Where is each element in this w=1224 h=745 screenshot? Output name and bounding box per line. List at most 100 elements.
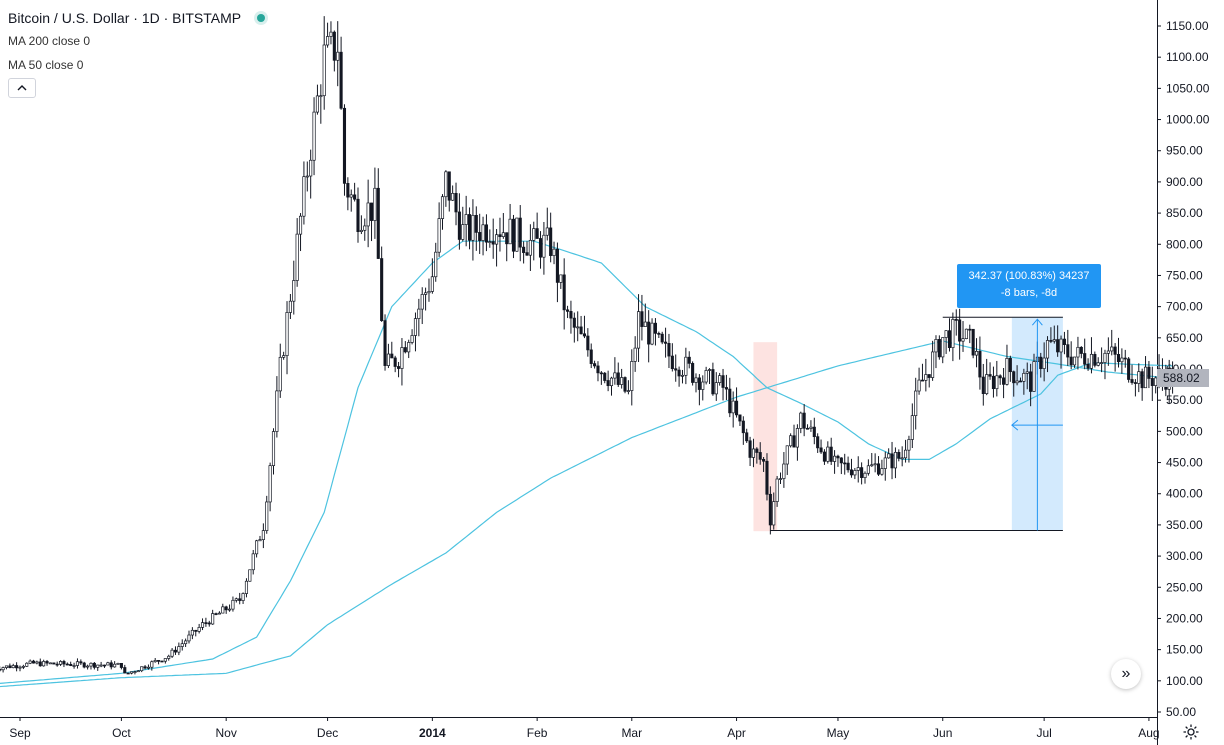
- candle-body: [376, 187, 380, 259]
- candle-body: [126, 672, 130, 675]
- price-tick-label: 550.00: [1166, 393, 1203, 407]
- candle-body: [586, 335, 590, 351]
- candle-body: [826, 446, 830, 462]
- candle-body: [1002, 377, 1006, 385]
- legend: Bitcoin / U.S. Dollar · 1D · BITSTAMP MA…: [8, 8, 266, 98]
- candle-body: [1039, 356, 1043, 369]
- last-price-label: 588.02: [1157, 369, 1209, 387]
- ma50-row[interactable]: MA 50 close 0: [8, 54, 265, 76]
- candle-body: [65, 663, 69, 666]
- candle-body: [461, 224, 465, 240]
- candle-body: [1022, 372, 1026, 382]
- candle-body: [1079, 346, 1083, 354]
- candle-body: [62, 661, 66, 665]
- ma200-row[interactable]: MA 200 close 0: [8, 30, 265, 52]
- candle-body: [234, 598, 238, 601]
- candle-body: [876, 463, 881, 475]
- candle-body: [944, 330, 948, 338]
- candle-body: [562, 274, 566, 311]
- chart-settings-button[interactable]: [1180, 721, 1202, 743]
- candle-body: [315, 95, 319, 113]
- candle-body: [1066, 344, 1070, 358]
- candle-body: [89, 662, 93, 667]
- collapse-legend-button[interactable]: [8, 78, 36, 98]
- candle-body: [332, 31, 336, 61]
- candle-body: [214, 613, 218, 615]
- candle-body: [410, 335, 414, 343]
- price-tick-label: 950.00: [1166, 144, 1203, 158]
- time-tick-label: Sep: [9, 726, 31, 740]
- candle-body: [1005, 358, 1009, 385]
- candle-body: [613, 372, 617, 379]
- candle-body: [721, 375, 725, 388]
- candle-body: [762, 458, 766, 462]
- candle-body: [15, 665, 19, 669]
- candle-body: [620, 377, 624, 385]
- candle-body: [731, 400, 735, 414]
- candle-body: [1083, 353, 1087, 365]
- symbol-title[interactable]: Bitcoin / U.S. Dollar · 1D · BITSTAMP: [8, 10, 242, 26]
- price-tick-label: 1050.00: [1166, 81, 1210, 95]
- candle-body: [353, 194, 357, 200]
- candle-body: [146, 666, 150, 669]
- price-tick-label: 100.00: [1166, 674, 1203, 688]
- candle-body: [647, 321, 651, 345]
- candle-body: [113, 663, 117, 668]
- price-tick-label: 1000.00: [1166, 113, 1210, 127]
- chevron-up-icon: [17, 85, 27, 91]
- scroll-to-realtime-button[interactable]: »: [1111, 659, 1141, 689]
- candle-body: [59, 661, 63, 665]
- candle-body: [136, 670, 140, 673]
- candle-body: [538, 238, 543, 258]
- candle-body: [167, 655, 171, 659]
- candle-body: [133, 671, 137, 673]
- candle-body: [484, 224, 488, 243]
- candle-body: [305, 175, 309, 178]
- candle-body: [954, 319, 958, 321]
- candle-body: [444, 171, 448, 198]
- candle-body: [518, 217, 522, 248]
- candle-body: [55, 663, 59, 666]
- candle-body: [488, 241, 492, 243]
- candle-body: [1059, 338, 1063, 353]
- candle-body: [680, 374, 685, 377]
- candle-body: [356, 198, 360, 232]
- ma50-label[interactable]: MA 50 close 0: [8, 58, 84, 72]
- candle-body: [92, 662, 96, 668]
- candle-body: [555, 248, 559, 283]
- candle-body: [143, 666, 147, 669]
- candle-body: [285, 312, 289, 356]
- candle-body: [599, 372, 603, 375]
- price-tick-label: 150.00: [1166, 643, 1203, 657]
- candle-body: [157, 660, 161, 662]
- candle-body: [447, 171, 451, 201]
- candle-body: [778, 478, 783, 480]
- candle-body: [664, 341, 668, 344]
- candle-body: [1127, 358, 1131, 380]
- candle-body: [528, 239, 532, 256]
- candle-body: [920, 379, 925, 382]
- candle-body: [420, 294, 424, 310]
- candle-body: [312, 111, 316, 161]
- ma200-label[interactable]: MA 200 close 0: [8, 34, 91, 48]
- candle-body: [349, 194, 353, 198]
- candle-body: [1008, 358, 1012, 373]
- candle-body: [224, 606, 228, 611]
- time-tick-label: Jun: [933, 726, 952, 740]
- candle-body: [231, 599, 235, 610]
- candle-body: [1042, 357, 1046, 369]
- candle-body: [467, 214, 472, 241]
- candle-body: [1052, 339, 1056, 342]
- candle-body: [106, 662, 110, 666]
- candle-body: [221, 606, 225, 614]
- candle-body: [691, 363, 695, 383]
- symbol-row[interactable]: Bitcoin / U.S. Dollar · 1D · BITSTAMP: [8, 8, 266, 28]
- candle-body: [400, 347, 404, 369]
- candle-body: [369, 202, 374, 221]
- candle-body: [1045, 340, 1050, 359]
- candle-body: [278, 356, 282, 392]
- candle-body: [616, 372, 620, 385]
- candle-body: [535, 228, 539, 239]
